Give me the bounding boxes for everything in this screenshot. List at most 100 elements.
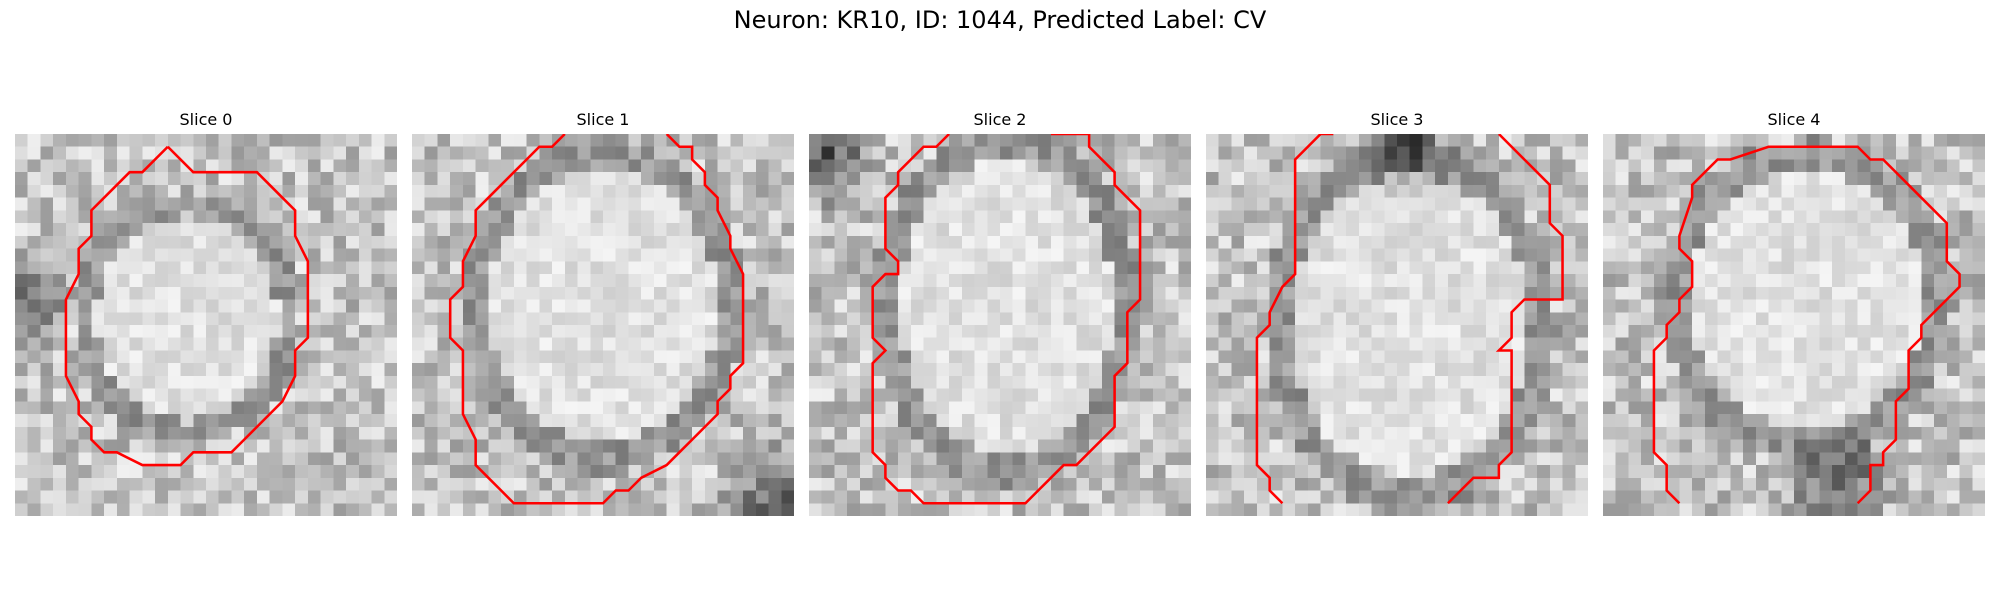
pixel: [1498, 325, 1512, 338]
pixel: [1653, 503, 1667, 516]
pixel: [1806, 286, 1820, 300]
pixel: [1959, 452, 1973, 466]
pixel: [412, 426, 425, 440]
pixel: [437, 197, 451, 211]
pixel: [1692, 146, 1706, 160]
pixel: [730, 426, 744, 440]
pixel: [552, 184, 566, 198]
pixel: [768, 375, 782, 389]
pixel: [346, 134, 360, 147]
pixel: [295, 274, 309, 288]
pixel: [847, 223, 861, 237]
pixel: [847, 337, 861, 351]
pixel: [1575, 134, 1588, 147]
pixel: [333, 477, 347, 491]
pixel: [358, 350, 372, 364]
pixel: [1692, 299, 1706, 313]
pixel: [1537, 503, 1551, 516]
pixel: [1063, 503, 1077, 516]
pixel: [961, 299, 975, 313]
pixel: [1832, 477, 1846, 491]
pixel: [450, 261, 464, 275]
pixel: [256, 248, 270, 262]
pixel: [1152, 490, 1166, 504]
pixel: [412, 401, 425, 415]
pixel: [193, 452, 207, 466]
pixel: [1717, 465, 1731, 479]
pixel: [1730, 388, 1744, 402]
pixel: [1295, 465, 1309, 479]
pixel: [1959, 465, 1973, 479]
pixel: [384, 325, 397, 338]
pixel: [1575, 337, 1588, 351]
pixel: [1794, 146, 1807, 160]
pixel: [1946, 134, 1960, 147]
pixel: [1946, 274, 1960, 288]
pixel: [1794, 465, 1807, 479]
pixel: [1152, 134, 1166, 147]
pixel: [346, 286, 360, 300]
pixel: [1653, 235, 1667, 249]
pixel: [961, 312, 975, 326]
pixel: [781, 248, 794, 262]
pixel: [193, 490, 207, 504]
pixel: [116, 439, 130, 453]
pixel: [1730, 426, 1744, 440]
pixel: [1333, 388, 1347, 402]
pixel: [104, 375, 118, 389]
pixel: [1473, 426, 1487, 440]
pixel: [501, 184, 515, 198]
pixel: [142, 325, 156, 338]
pixel: [653, 312, 667, 326]
pixel: [91, 146, 105, 160]
pixel: [78, 452, 92, 466]
pixel: [27, 159, 41, 173]
pixel: [1282, 337, 1296, 351]
pixel: [1012, 274, 1026, 288]
pixel: [1435, 325, 1449, 338]
pixel: [1152, 223, 1166, 237]
pixel: [1422, 312, 1436, 326]
pixel: [1333, 363, 1347, 377]
pixel: [885, 223, 899, 237]
pixel: [1460, 146, 1474, 160]
pixel: [1012, 426, 1026, 440]
pixel: [1282, 388, 1296, 402]
pixel: [653, 337, 667, 351]
pixel: [974, 477, 988, 491]
pixel: [1946, 325, 1960, 338]
pixel: [1012, 235, 1026, 249]
pixel: [1768, 235, 1782, 249]
pixel: [1050, 503, 1064, 516]
pixel: [1895, 210, 1909, 224]
pixel: [180, 325, 194, 338]
pixel: [872, 477, 886, 491]
pixel: [1537, 477, 1551, 491]
pixel: [1717, 286, 1731, 300]
pixel: [1511, 388, 1525, 402]
pixel: [1857, 159, 1871, 173]
pixel: [244, 299, 258, 313]
pixel: [40, 401, 54, 415]
pixel: [910, 172, 924, 186]
pixel: [231, 337, 245, 351]
pixel: [730, 439, 744, 453]
pixel: [847, 312, 861, 326]
pixel: [1231, 477, 1245, 491]
pixel: [1870, 299, 1884, 313]
pixel: [923, 146, 937, 160]
pixel: [1218, 363, 1232, 377]
pixel: [1473, 490, 1487, 504]
pixel: [1409, 414, 1423, 428]
pixel: [1959, 503, 1973, 516]
pixel: [1549, 465, 1563, 479]
pixel: [526, 134, 540, 147]
pixel: [167, 350, 181, 364]
pixel: [1692, 223, 1706, 237]
pixel: [692, 223, 706, 237]
pixel: [809, 350, 822, 364]
pixel: [1549, 477, 1563, 491]
pixel: [872, 312, 886, 326]
pixel: [615, 337, 629, 351]
pixel: [1447, 465, 1461, 479]
